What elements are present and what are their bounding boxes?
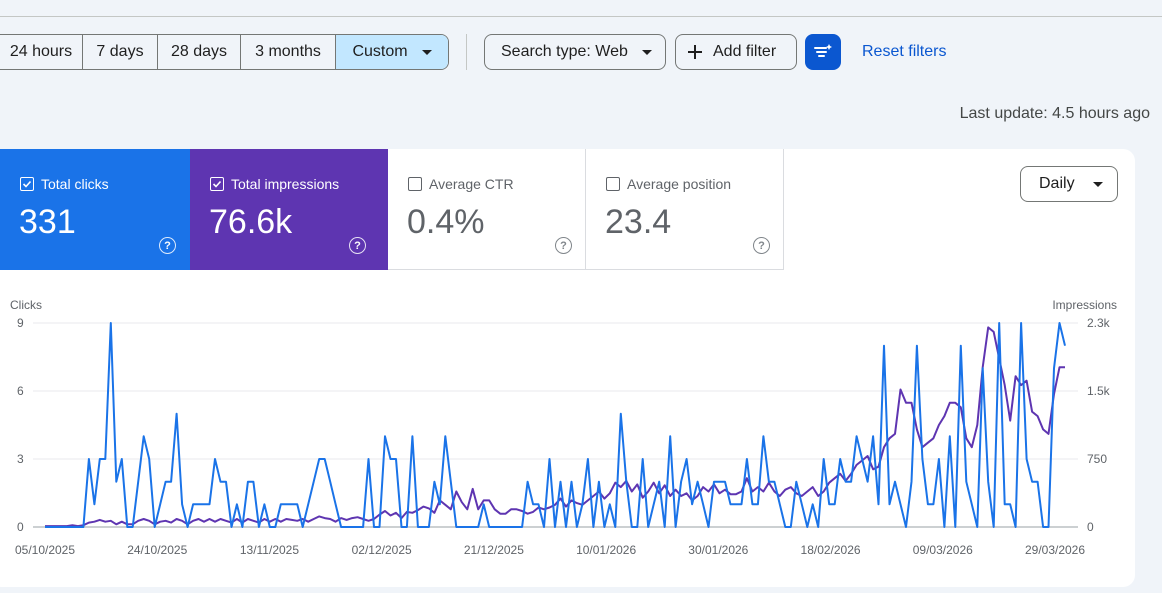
range-7-days-button[interactable]: 7 days (83, 35, 158, 69)
top-divider (0, 16, 1162, 17)
help-icon[interactable]: ? (753, 237, 770, 254)
left-tick-label: 6 (17, 384, 24, 398)
clicks-series-line (45, 322, 1066, 528)
x-tick-label: 21/12/2025 (464, 543, 524, 557)
x-tick-label: 24/10/2025 (127, 543, 187, 557)
x-tick-label: 02/12/2025 (352, 543, 412, 557)
metric-value: 331 (19, 203, 76, 241)
metric-label: Average CTR (429, 176, 514, 192)
range-24-hours-button[interactable]: 24 hours (0, 35, 83, 69)
metric-value: 76.6k (209, 203, 293, 241)
granularity-dropdown[interactable]: Daily (1020, 166, 1118, 202)
chevron-down-icon (641, 49, 652, 55)
right-tick-label: 750 (1087, 452, 1107, 466)
checkbox-checked-icon[interactable] (210, 177, 224, 191)
metric-average-ctr[interactable]: Average CTR 0.4% ? (388, 149, 586, 270)
help-icon[interactable]: ? (159, 237, 176, 254)
add-filter-button[interactable]: Add filter (675, 34, 797, 70)
range-custom-button[interactable]: Custom (336, 35, 448, 69)
range-3-months-button[interactable]: 3 months (241, 35, 336, 69)
metric-value: 23.4 (605, 203, 672, 241)
filter-sparkle-icon (814, 44, 832, 57)
checkbox-unchecked-icon[interactable] (408, 177, 422, 191)
x-tick-label: 09/03/2026 (913, 543, 973, 557)
x-tick-label: 29/03/2026 (1025, 543, 1085, 557)
x-tick-label: 30/01/2026 (688, 543, 748, 557)
toolbar-divider (466, 34, 467, 70)
metric-total-clicks[interactable]: Total clicks 331 ? (0, 149, 190, 270)
chevron-down-icon (421, 49, 432, 55)
left-tick-label: 3 (17, 452, 24, 466)
checkbox-checked-icon[interactable] (20, 177, 34, 191)
metric-value: 0.4% (407, 203, 485, 241)
checkbox-unchecked-icon[interactable] (606, 177, 620, 191)
x-tick-label: 05/10/2025 (15, 543, 75, 557)
right-tick-label: 1.5k (1087, 384, 1111, 398)
metric-label: Average position (627, 176, 732, 192)
last-update-text: Last update: 4.5 hours ago (959, 105, 1150, 122)
right-tick-label: 0 (1087, 520, 1094, 534)
metric-label: Total impressions (231, 176, 340, 192)
chevron-down-icon (1092, 181, 1103, 187)
plus-icon (688, 45, 702, 59)
x-tick-label: 10/01/2026 (576, 543, 636, 557)
date-range-selector: 24 hours 7 days 28 days 3 months Custom (0, 34, 449, 70)
metric-label: Total clicks (41, 176, 109, 192)
performance-chart: Clicks Impressions 0 0 3 750 6 1.5k 9 2.3k 05/1… (10, 298, 1117, 557)
right-axis-label: Impressions (1052, 298, 1117, 312)
right-tick-label: 2.3k (1087, 316, 1111, 330)
x-tick-label: 18/02/2026 (801, 543, 861, 557)
left-axis-label: Clicks (10, 298, 42, 312)
metric-total-impressions[interactable]: Total impressions 76.6k ? (190, 149, 388, 270)
range-28-days-button[interactable]: 28 days (158, 35, 241, 69)
metric-average-position[interactable]: Average position 23.4 ? (586, 149, 784, 270)
reset-filters-link[interactable]: Reset filters (862, 43, 947, 60)
help-icon[interactable]: ? (349, 237, 366, 254)
help-icon[interactable]: ? (555, 237, 572, 254)
search-type-dropdown[interactable]: Search type: Web (484, 34, 666, 70)
filter-settings-button[interactable] (805, 34, 841, 70)
impressions-series-line (45, 326, 1065, 528)
x-tick-label: 13/11/2025 (240, 543, 299, 557)
left-tick-label: 0 (17, 520, 24, 534)
left-tick-label: 9 (17, 316, 24, 330)
